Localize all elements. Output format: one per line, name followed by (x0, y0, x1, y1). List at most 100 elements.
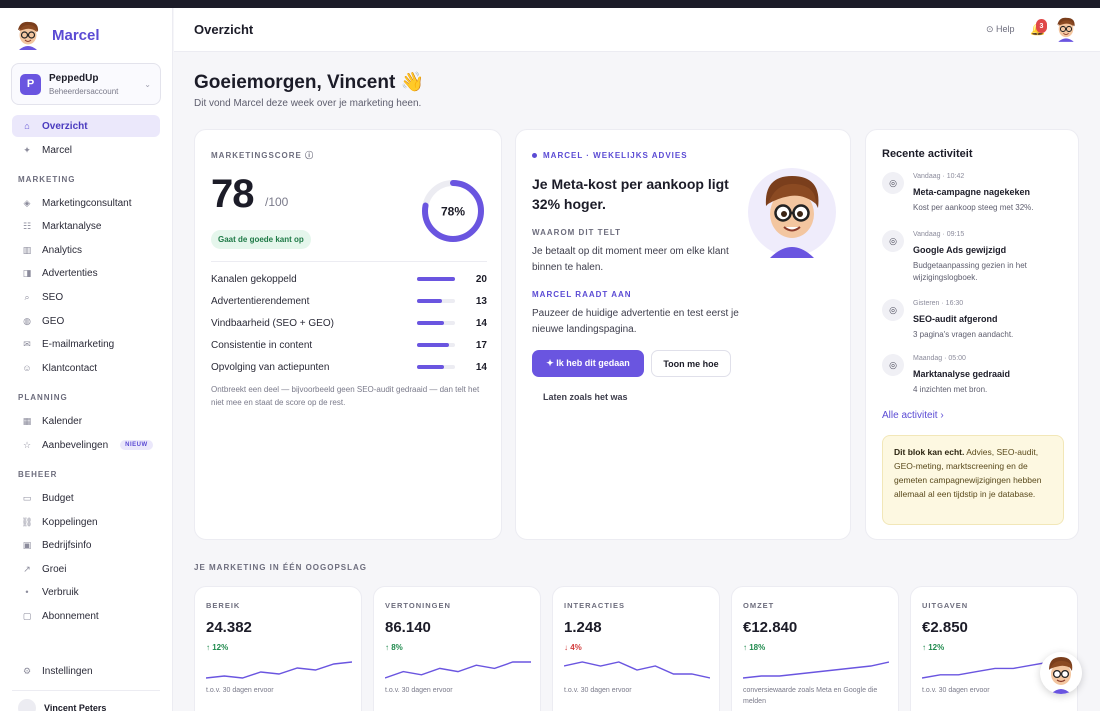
metric-bar-fill (417, 343, 450, 347)
sparkline-series (206, 661, 352, 679)
usage-icon: • (25, 587, 29, 597)
why-label: WAAROM DIT TELT (532, 228, 622, 237)
sidebar-item-label: Marcel (42, 144, 73, 156)
kpi-sparkline (206, 661, 352, 679)
score-label: MARKETINGSCORE ⓘ (211, 151, 315, 160)
user-avatar (18, 699, 36, 711)
sidebar-item-advertenties[interactable]: ◨ Advertenties (12, 262, 160, 284)
sidebar-item-verbruik[interactable]: • Verbruik (12, 581, 160, 603)
sidebar-item-marketingconsultant[interactable]: ◈ Marketingconsultant (12, 192, 160, 214)
metric-label: Opvolging van actiepunten (211, 361, 330, 373)
weekly-advice-card: MARCEL · WEKELIJKS ADVIES Je Meta-kost p… (515, 129, 851, 540)
kpi-value: €2.850 (922, 619, 968, 636)
sidebar-item-marktanalyse[interactable]: ☷ Marktanalyse (12, 215, 160, 237)
account-switcher[interactable]: P PeppedUp Beheerdersaccount ⌄ (11, 63, 161, 105)
sidebar-item-label: Marktanalyse (42, 220, 102, 232)
kpi-delta: ↑ 8% (385, 643, 403, 652)
done-button[interactable]: ✦ Ik heb dit gedaan (532, 350, 644, 377)
score-metric-row: Vindbaarheid (SEO + GEO) 14 (211, 316, 487, 330)
metric-bar (417, 365, 455, 369)
sidebar-item-label: Klantcontact (42, 362, 98, 374)
score-metric-row: Opvolging van actiepunten 14 (211, 360, 487, 374)
sidebar-item-emailmarketing[interactable]: ✉ E-mailmarketing (12, 333, 160, 355)
sidebar-item-koppelingen[interactable]: ⛓ Koppelingen (12, 511, 160, 533)
activity-text: Budgetaanpassing gezien in het wijziging… (913, 261, 1027, 282)
nav-section-planning: PLANNING (18, 393, 68, 402)
sidebar-item-aanbevelingen[interactable]: ☆ Aanbevelingen NIEUW (12, 434, 160, 456)
sidebar-item-groei[interactable]: ↗ Groei (12, 558, 160, 580)
account-avatar: P (20, 73, 41, 95)
wallet-icon: ▭ (22, 492, 32, 503)
sidebar-item-kalender[interactable]: ▦ Kalender (12, 410, 160, 432)
sidebar-item-label: Groei (42, 563, 67, 575)
sidebar-item-budget[interactable]: ▭ Budget (12, 487, 160, 509)
ads-icon: ◨ (22, 267, 32, 278)
kpi-sparkline (385, 661, 531, 679)
divider (211, 261, 487, 262)
sidebar-item-instellingen[interactable]: ⚙ Instellingen (12, 660, 160, 682)
score-metric-row: Consistentie in content 17 (211, 338, 487, 352)
kpi-card-interacties[interactable]: INTERACTIES 1.248 ↓ 4% t.o.v. 30 dagen e… (552, 586, 720, 711)
recent-activity-card: Recente activiteit ◎ Vandaag · 10:42 Met… (865, 129, 1079, 540)
profile-avatar[interactable] (1054, 16, 1078, 42)
score-max: /100 (265, 195, 289, 209)
metric-bar-fill (417, 321, 444, 325)
target-icon: ◎ (882, 230, 904, 252)
customer-icon: ☺ (22, 363, 32, 373)
top-header: Overzicht ⊙ Help 🔔 3 (174, 8, 1100, 52)
sidebar-item-marcel[interactable]: ✦ Marcel (12, 139, 160, 161)
page-title: Overzicht (194, 22, 254, 37)
metric-label: Kanalen gekoppeld (211, 273, 297, 285)
metric-value: 20 (475, 273, 487, 285)
kpi-value: 86.140 (385, 619, 431, 636)
notification-count-badge: 3 (1036, 19, 1047, 33)
show-me-how-button[interactable]: Toon me hoe (651, 350, 731, 377)
kpi-note: conversiewaarde zoals Meta en Google die… (743, 687, 878, 705)
info-notice: Dit blok kan echt. Advies, SEO-audit, GE… (882, 435, 1064, 525)
help-button[interactable]: ⊙ Help (986, 24, 1015, 34)
notice-bold: Dit blok kan echt. (894, 447, 965, 457)
kpi-card-vertoningen[interactable]: VERTONINGEN 86.140 ↑ 8% t.o.v. 30 dagen … (373, 586, 541, 711)
activity-title: Recente activiteit (882, 148, 973, 160)
sidebar-item-label: Marketingconsultant (42, 197, 132, 209)
kpi-label: UITGAVEN (922, 601, 969, 610)
sidebar-item-label: Kalender (42, 415, 83, 427)
activity-date: Vandaag · 10:42 (913, 173, 965, 180)
sidebar-item-abonnement[interactable]: ▢ Abonnement (12, 605, 160, 627)
user-profile[interactable]: Vincent Peters (12, 690, 160, 711)
kpi-value: €12.840 (743, 619, 798, 636)
sparkline-series (564, 661, 710, 679)
analytics-icon: ▥ (22, 244, 32, 255)
kpi-delta: ↑ 12% (206, 643, 229, 652)
kpi-label: VERTONINGEN (385, 601, 451, 610)
metric-label: Advertentierendement (211, 295, 310, 307)
nav-section-beheer: BEHEER (18, 470, 58, 479)
metric-bar-fill (417, 299, 442, 303)
advice-eyebrow: MARCEL · WEKELIJKS ADVIES (532, 151, 688, 160)
kpi-card-omzet[interactable]: OMZET €12.840 ↑ 18% conversiewaarde zoal… (731, 586, 899, 711)
leave-as-is-button[interactable]: Laten zoals het was (543, 392, 628, 402)
link-icon: ⛓ (21, 516, 33, 527)
greeting-title: Goeiemorgen, Vincent 👋 (194, 72, 425, 93)
sidebar-item-label: E-mailmarketing (42, 338, 115, 350)
kpi-card-bereik[interactable]: BEREIK 24.382 ↑ 12% t.o.v. 30 dagen ervo… (194, 586, 362, 711)
kpi-note: t.o.v. 30 dagen ervoor (206, 687, 274, 694)
sidebar-item-label: Aanbevelingen (42, 439, 109, 451)
sidebar-item-geo[interactable]: ◍ GEO (12, 310, 160, 332)
sparkle-icon: ✦ (23, 144, 31, 155)
sidebar-item-seo[interactable]: ⌕ SEO (12, 286, 160, 308)
sidebar: Marcel P PeppedUp Beheerdersaccount ⌄ ⌂ … (0, 8, 173, 711)
kpi-sparkline (743, 661, 889, 679)
brand[interactable]: Marcel (14, 20, 100, 50)
kpi-delta: ↓ 4% (564, 643, 582, 652)
kpi-delta: ↑ 18% (743, 643, 766, 652)
all-activity-link[interactable]: Alle activiteit › (882, 410, 944, 421)
sidebar-item-klantcontact[interactable]: ☺ Klantcontact (12, 357, 160, 379)
activity-heading: SEO-audit afgerond (913, 314, 998, 324)
sidebar-item-bedrijfsinfo[interactable]: ▣ Bedrijfsinfo (12, 534, 160, 556)
score-donut-arc (422, 180, 484, 242)
sidebar-item-analytics[interactable]: ▥ Analytics (12, 239, 160, 261)
sidebar-item-overzicht[interactable]: ⌂ Overzicht (12, 115, 160, 137)
marcel-chat-button[interactable] (1040, 652, 1082, 694)
kpi-delta: ↑ 12% (922, 643, 945, 652)
